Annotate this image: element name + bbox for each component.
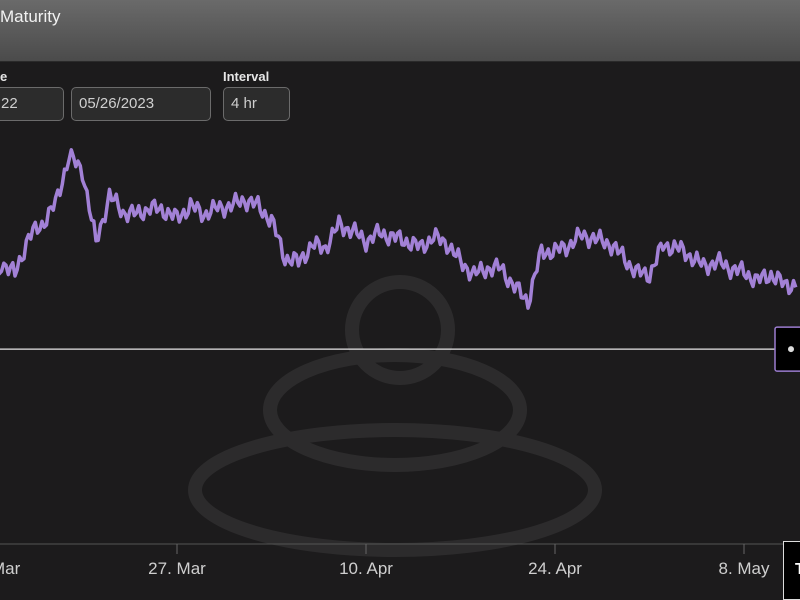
end-date-input[interactable]: 05/26/2023	[71, 87, 211, 121]
page-title: Maturity	[0, 7, 61, 26]
interval-label: Interval	[223, 69, 270, 84]
reference-marker-dot	[788, 346, 794, 353]
x-tick-label: 10. Apr	[339, 559, 393, 578]
x-tick-label: 24. Apr	[528, 559, 582, 578]
x-tick-label: 27. Mar	[148, 559, 206, 578]
start-date-label: e	[0, 69, 8, 84]
start-date-input[interactable]: 22	[0, 87, 64, 121]
header-bar: Maturity	[0, 0, 800, 62]
x-tick-label: Mar	[0, 559, 21, 578]
reference-marker[interactable]	[774, 326, 800, 372]
watermark-logo	[188, 275, 602, 557]
tooltip-box: T	[783, 541, 800, 600]
interval-select[interactable]: 4 hr	[223, 87, 290, 121]
plot-group	[0, 148, 800, 372]
x-tick-label: 8. May	[718, 559, 770, 578]
series-line	[0, 148, 798, 310]
x-axis: Mar 27. Mar 10. Apr 24. Apr 8. May	[0, 543, 800, 578]
